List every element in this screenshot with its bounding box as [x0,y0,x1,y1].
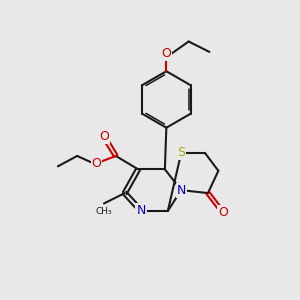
Text: S: S [177,146,185,160]
Text: O: O [161,47,171,60]
Text: O: O [99,130,109,143]
Text: N: N [136,204,146,218]
Text: O: O [218,206,228,219]
Text: CH₃: CH₃ [95,207,112,216]
Text: N: N [176,184,186,196]
Text: O: O [92,157,101,170]
